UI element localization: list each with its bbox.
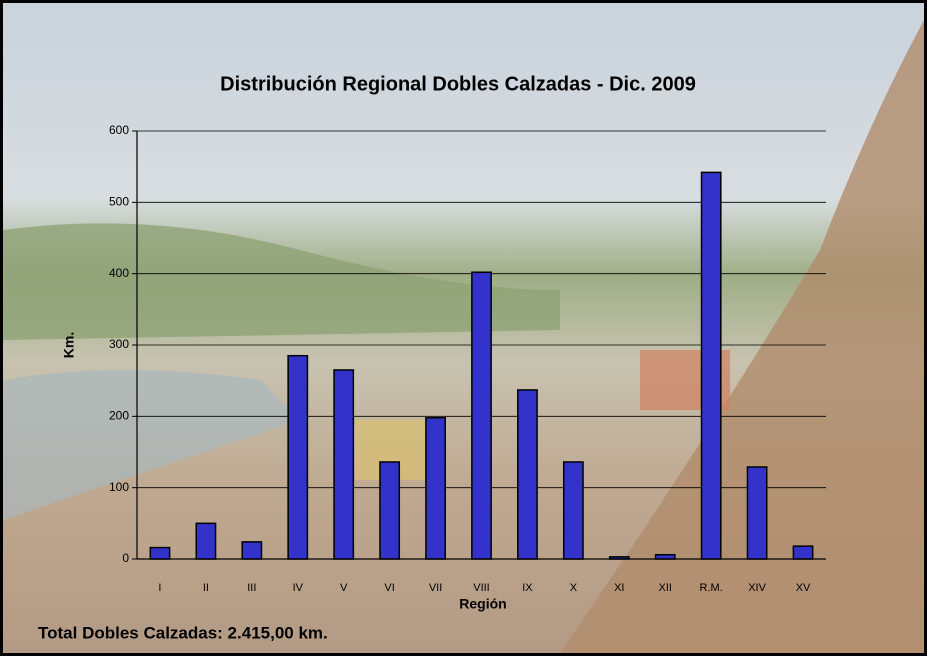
x-tick-label: IX <box>522 582 533 594</box>
bar <box>195 522 217 560</box>
y-tick-label: 0 <box>122 551 129 565</box>
river <box>3 370 300 520</box>
y-axis-label: Km. <box>61 332 77 358</box>
y-tick-label: 100 <box>109 480 129 494</box>
hills <box>3 223 560 340</box>
bar <box>608 556 630 560</box>
x-tick-label: II <box>203 582 209 594</box>
annotation: Total Dobles Calzadas: 2.415,00 km. <box>38 623 328 642</box>
bar <box>241 541 263 560</box>
x-tick-label: R.M. <box>700 582 723 594</box>
x-tick-label: XI <box>614 582 624 594</box>
bar <box>562 461 584 560</box>
bar <box>333 369 355 560</box>
x-tick-label: I <box>158 582 161 594</box>
y-tick-label: 300 <box>109 337 129 351</box>
x-axis-label: Región <box>459 596 506 612</box>
bar <box>287 354 309 560</box>
bar <box>792 545 814 560</box>
x-tick-label: V <box>340 582 348 594</box>
x-tick-label: III <box>247 582 256 594</box>
y-tick-label: 600 <box>109 123 129 137</box>
x-tick-label: XV <box>796 582 811 594</box>
bar <box>379 461 401 560</box>
x-tick-label: XII <box>659 582 672 594</box>
bar <box>517 389 538 560</box>
bar <box>654 553 676 560</box>
y-tick-label: 500 <box>109 195 129 209</box>
bar <box>149 546 171 560</box>
x-tick-label: XIV <box>748 582 766 594</box>
bar <box>425 417 446 560</box>
x-tick-label: VI <box>384 582 394 594</box>
bar <box>471 271 492 560</box>
y-tick-label: 400 <box>109 266 129 280</box>
x-tick-label: X <box>570 582 578 594</box>
y-tick-label: 200 <box>109 409 129 423</box>
hillside <box>560 20 924 653</box>
chart-title: Distribución Regional Dobles Calzadas - … <box>220 73 696 95</box>
bar <box>700 171 722 560</box>
x-tick-label: VIII <box>473 582 490 594</box>
bar <box>746 466 768 560</box>
x-tick-label: IV <box>293 582 304 594</box>
x-tick-label: VII <box>429 582 442 594</box>
